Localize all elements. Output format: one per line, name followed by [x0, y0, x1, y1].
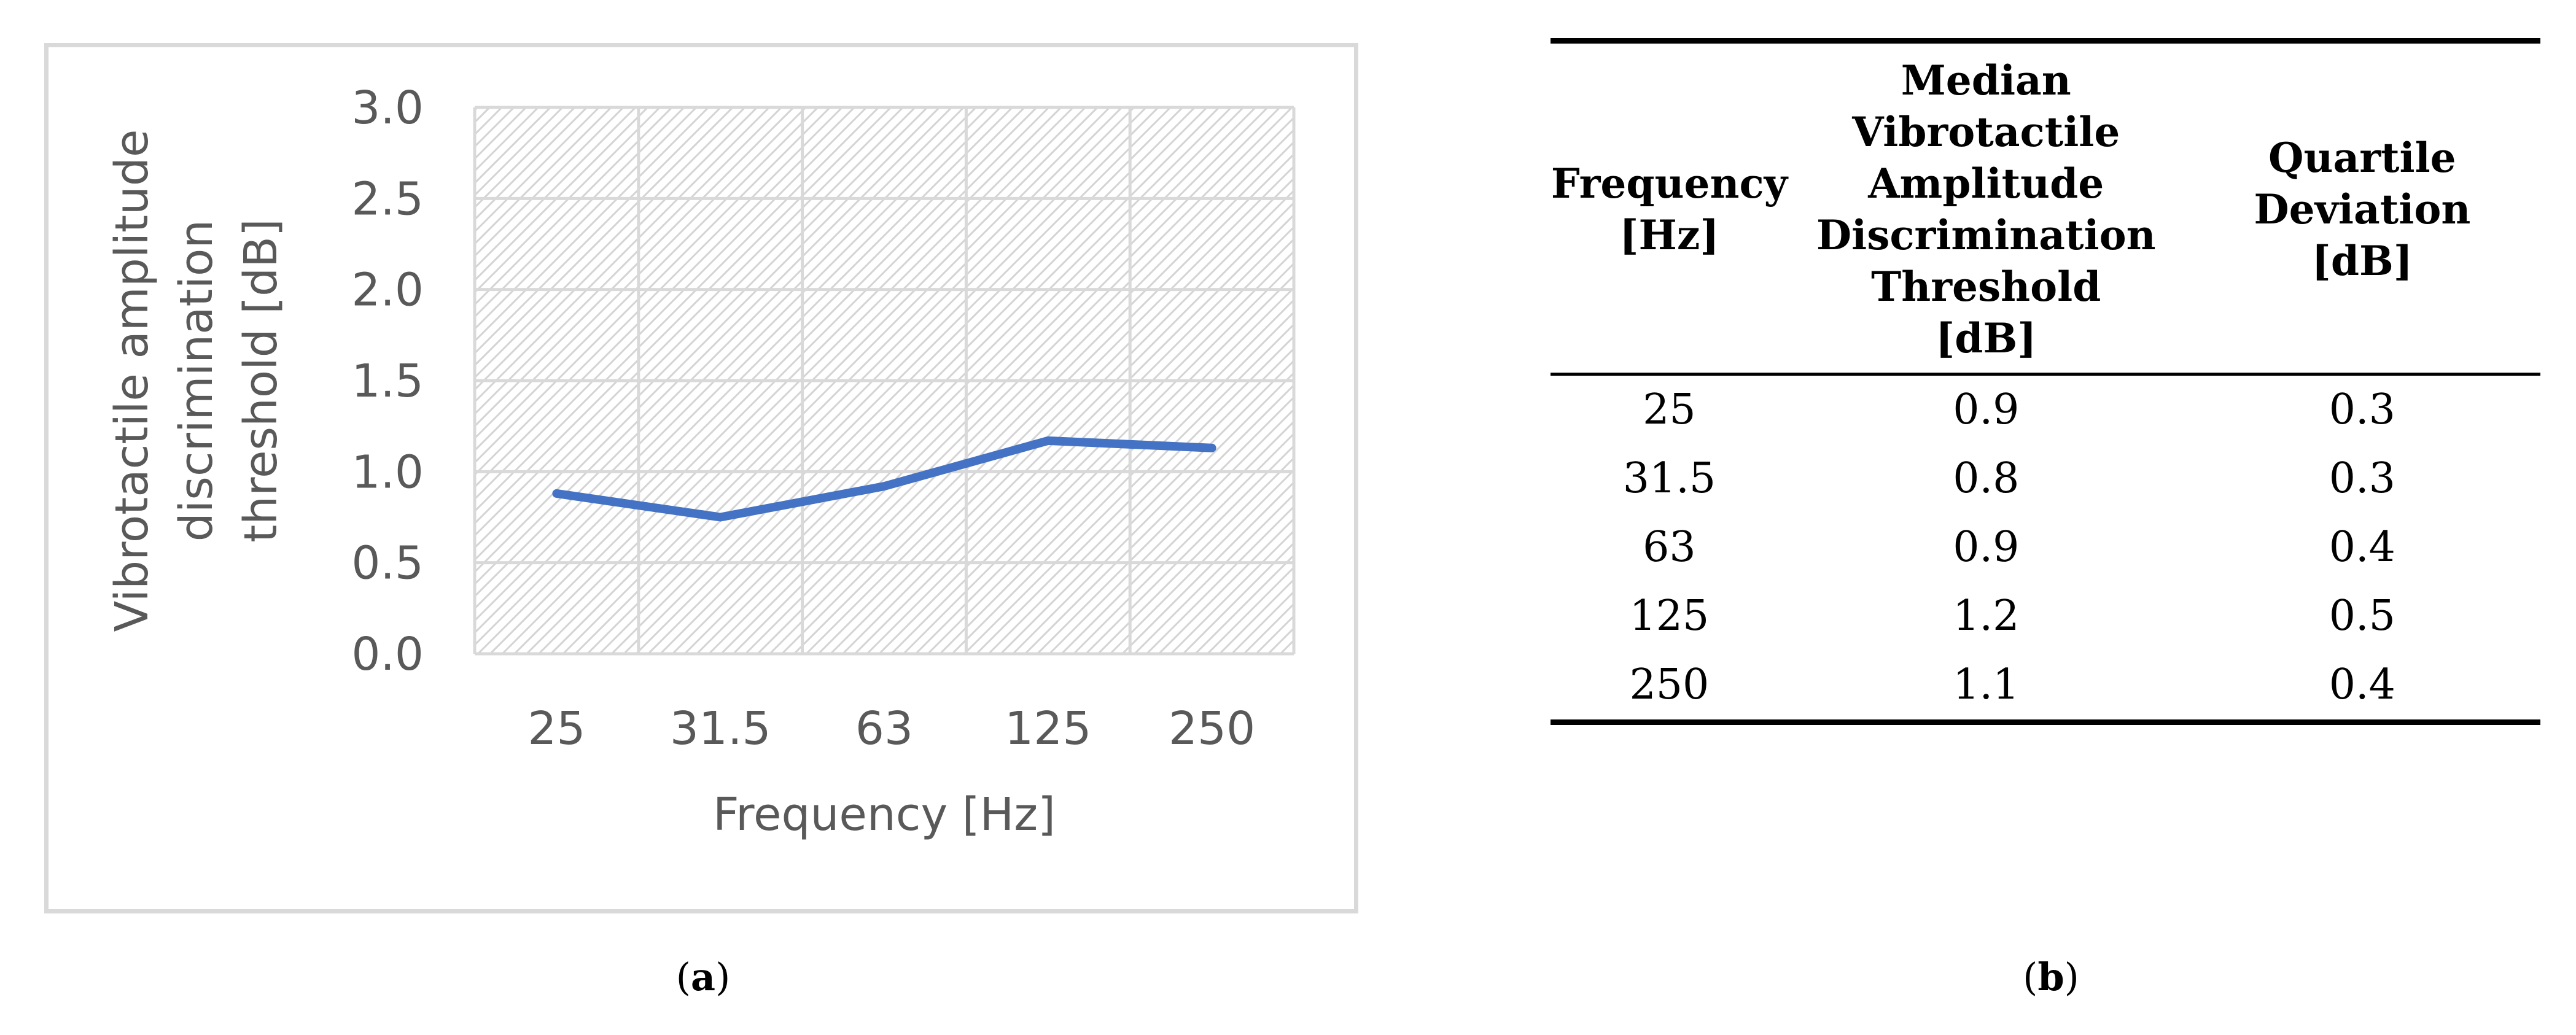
table-cell: 25: [1643, 386, 1696, 434]
y-tick-label: 1.5: [351, 355, 424, 408]
col-header-frequency: Frequency [Hz]: [1551, 38, 1788, 376]
data-table: Frequency [Hz] Median Vibrotactile Ampli…: [1551, 38, 2540, 725]
data-point: [1210, 446, 1214, 450]
y-axis-label-line: discrimination: [170, 220, 223, 541]
data-point: [555, 491, 559, 495]
y-tick-label: 2.5: [351, 172, 424, 225]
x-tick-label: 31.5: [670, 702, 771, 755]
table-row: 25 0.9 0.3: [1551, 374, 2540, 445]
y-axis-label-line: threshold [dB]: [235, 219, 287, 543]
table-cell: 125: [1629, 592, 1710, 640]
table-cell: 0.4: [2329, 523, 2395, 572]
y-axis-label-line: Vibrotactile amplitude: [106, 130, 158, 632]
table-cell: 0.4: [2184, 651, 2540, 725]
table-row: 63 0.9 0.4: [1551, 513, 2540, 582]
table-row: 31.5 0.8 0.3: [1551, 444, 2540, 513]
col-header-quartile-deviation: Quartile Deviation [dB]: [2184, 38, 2540, 376]
line-chart: 0.0 0.5 1.0 1.5 2.0 2.5 3.0 25 31.5 63 125 250 Frequ…: [106, 82, 1296, 841]
table-cell: 0.5: [2329, 592, 2395, 640]
data-point: [882, 484, 886, 489]
table-cell: 0.9: [1953, 386, 2020, 434]
table-row: 125 1.2 0.5: [1551, 582, 2540, 651]
table-cell: 0.8: [1953, 454, 2020, 503]
table-cell: 63: [1643, 523, 1696, 572]
y-tick-label: 0.0: [351, 628, 424, 681]
table-cell: 31.5: [1622, 454, 1716, 503]
table-cell: 1.2: [1953, 592, 2020, 640]
x-tick-label: 25: [527, 702, 585, 755]
y-tick-label: 1.0: [351, 446, 424, 498]
x-tick-label: 63: [855, 702, 913, 755]
y-tick-label: 0.5: [351, 537, 424, 590]
table-cell: 0.3: [2329, 454, 2395, 503]
table-cell: 0.9: [1953, 523, 2020, 572]
table-row: 250 1.1 0.4: [1551, 651, 2540, 725]
x-axis-label: Frequency [Hz]: [713, 788, 1056, 841]
table-cell: 250: [1551, 651, 1788, 725]
caption-b: (b): [2023, 955, 2079, 999]
table-cell: 1.1: [1788, 651, 2184, 725]
table-cell: 0.3: [2329, 386, 2395, 434]
y-tick-label: 2.0: [351, 264, 424, 317]
y-tick-label: 3.0: [351, 82, 424, 134]
x-tick-label: 250: [1169, 702, 1255, 755]
data-point: [1046, 438, 1050, 443]
x-tick-label: 125: [1005, 702, 1091, 755]
data-point: [718, 515, 723, 519]
caption-a: (a): [675, 955, 731, 999]
col-header-median-threshold: Median Vibrotactile Amplitude Discrimina…: [1788, 38, 2184, 376]
